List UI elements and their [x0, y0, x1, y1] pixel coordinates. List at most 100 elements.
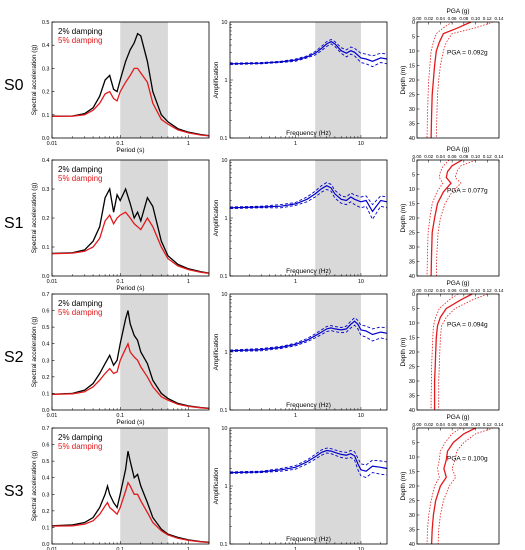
x-tick-label: 0.14	[495, 288, 504, 293]
panel-s3-amplification: 0.1 1 10 1 10 Frequency (Hz) Amplification	[213, 426, 388, 550]
legend-entry-damping-2: 2% damping	[58, 433, 102, 442]
x-tick-label: 1	[187, 141, 190, 147]
x-tick-label: 0.1	[116, 141, 124, 147]
series-line-damping-2	[51, 310, 210, 409]
amplification-lower-line	[229, 43, 388, 68]
amplification-upper-line	[229, 447, 388, 473]
legend-entry-damping-2: 2% damping	[58, 165, 102, 174]
x-tick-label: 0.08	[459, 154, 468, 159]
y-tick-label: 15	[409, 202, 415, 208]
plot-frame	[416, 293, 500, 411]
x-tick-label: 0.00	[413, 16, 422, 21]
y-axis-label: Depth (m)	[400, 66, 407, 95]
panel-s3-pga-profile: 0.00 0.02 0.04 0.06 0.08 0.10 0.12 0.14 PGA (g) 0…	[400, 414, 504, 548]
y-tick-label: 1	[224, 350, 227, 356]
y-tick-label: 0.4	[42, 342, 50, 348]
row-label: S2	[4, 349, 24, 366]
x-tick-label: 0.14	[495, 16, 504, 21]
pga-annotation: PGA = 0.094g	[447, 321, 488, 328]
x-tick-label: 0.14	[495, 154, 504, 159]
y-tick-label: 0	[412, 292, 415, 298]
y-axis-label: Amplification	[213, 333, 220, 370]
y-axis-label: Amplification	[213, 61, 220, 98]
y-axis-label: Amplification	[213, 199, 220, 236]
y-tick-label: 40	[409, 136, 415, 142]
y-axis-label: Spectral acceleration (g)	[31, 45, 38, 115]
x-tick-label: 1	[187, 279, 190, 285]
y-tick-label: 0.3	[42, 66, 50, 72]
x-tick-label: 0.00	[413, 422, 422, 427]
panel-s1-spectral-acceleration: S1 0.0 0.1 0.2 0.3 0.4 0.01 0.1 1 Period (s) Spect…	[4, 158, 210, 292]
x-tick-label: 0.04	[436, 16, 445, 21]
shaded-band	[120, 160, 168, 276]
plot-frame	[416, 427, 500, 545]
x-axis-label: Period (s)	[116, 285, 144, 292]
y-tick-label: 10	[221, 292, 227, 298]
x-tick-label: 0.02	[424, 288, 433, 293]
series-line-damping-5	[51, 341, 210, 410]
x-tick-label: 0.10	[471, 288, 480, 293]
pga-annotation: PGA = 0.077g	[447, 187, 488, 194]
x-axis-label: Frequency (Hz)	[286, 536, 331, 543]
pga-lower-line	[426, 21, 453, 139]
y-tick-label: 10	[409, 49, 415, 55]
x-tick-label: 0.01	[47, 279, 58, 285]
panel-s2-spectral-acceleration: S2 0.0 0.1 0.2 0.3 0.4 0.5 0.6 0.7 0.01 0.1 1 Period…	[4, 292, 210, 426]
y-tick-label: 20	[409, 484, 415, 490]
y-tick-label: 0.4	[42, 158, 50, 164]
pga-upper-line	[437, 427, 494, 545]
pga-upper-line	[438, 293, 488, 410]
x-axis-label: Frequency (Hz)	[286, 130, 331, 137]
x-tick-label: 10	[358, 279, 364, 285]
pga-lower-line	[426, 427, 462, 545]
x-tick-label: 0.08	[459, 422, 468, 427]
x-axis-label: Period (s)	[116, 147, 144, 154]
shaded-band	[120, 22, 168, 138]
pga-mean-line	[433, 293, 473, 410]
y-tick-label: 35	[409, 528, 415, 534]
y-tick-label: 5	[412, 441, 415, 447]
x-tick-label: 0.06	[448, 288, 457, 293]
y-tick-label: 0	[412, 158, 415, 164]
shaded-band	[315, 22, 361, 138]
panel-s2-pga-profile: 0.00 0.02 0.04 0.06 0.08 0.10 0.12 0.14 PGA (g) 0…	[400, 280, 504, 414]
series-line-damping-2	[51, 451, 210, 543]
amplification-mean-line	[229, 185, 388, 213]
y-tick-label: 0.5	[42, 20, 50, 26]
x-tick-label: 0.00	[413, 154, 422, 159]
y-tick-label: 0	[412, 20, 415, 26]
y-tick-label: 0.1	[220, 542, 228, 548]
y-tick-label: 25	[409, 93, 415, 99]
plot-frame	[416, 21, 500, 139]
y-tick-label: 30	[409, 379, 415, 385]
y-tick-label: 10	[409, 187, 415, 193]
amplification-upper-line	[229, 317, 388, 351]
plot-frame	[51, 427, 210, 545]
y-tick-label: 30	[409, 245, 415, 251]
shaded-band	[315, 160, 361, 276]
x-tick-label: 0.12	[483, 154, 492, 159]
x-tick-label: 0.02	[424, 154, 433, 159]
y-tick-label: 0.2	[42, 216, 50, 222]
x-tick-label: 0.02	[424, 422, 433, 427]
x-tick-label: 0.01	[47, 413, 58, 419]
amplification-mean-line	[229, 40, 388, 65]
pga-upper-line	[435, 159, 476, 277]
x-tick-label: 0.08	[459, 288, 468, 293]
y-tick-label: 0.3	[42, 358, 50, 364]
x-tick-label: 1	[294, 141, 297, 147]
x-tick-label: 0.14	[495, 422, 504, 427]
y-axis-label: Amplification	[213, 467, 220, 504]
series-line-damping-5	[51, 211, 210, 275]
x-tick-label: 0.04	[436, 422, 445, 427]
x-tick-label: 0.12	[483, 422, 492, 427]
legend-entry-damping-2: 2% damping	[58, 299, 102, 308]
x-tick-label: 1	[187, 547, 190, 550]
y-tick-label: 30	[409, 107, 415, 113]
shaded-band	[120, 428, 168, 544]
x-tick-label: 1	[294, 413, 297, 419]
row-label: S1	[4, 215, 24, 232]
y-tick-label: 0.7	[42, 292, 50, 298]
x-tick-label: 10	[358, 413, 364, 419]
